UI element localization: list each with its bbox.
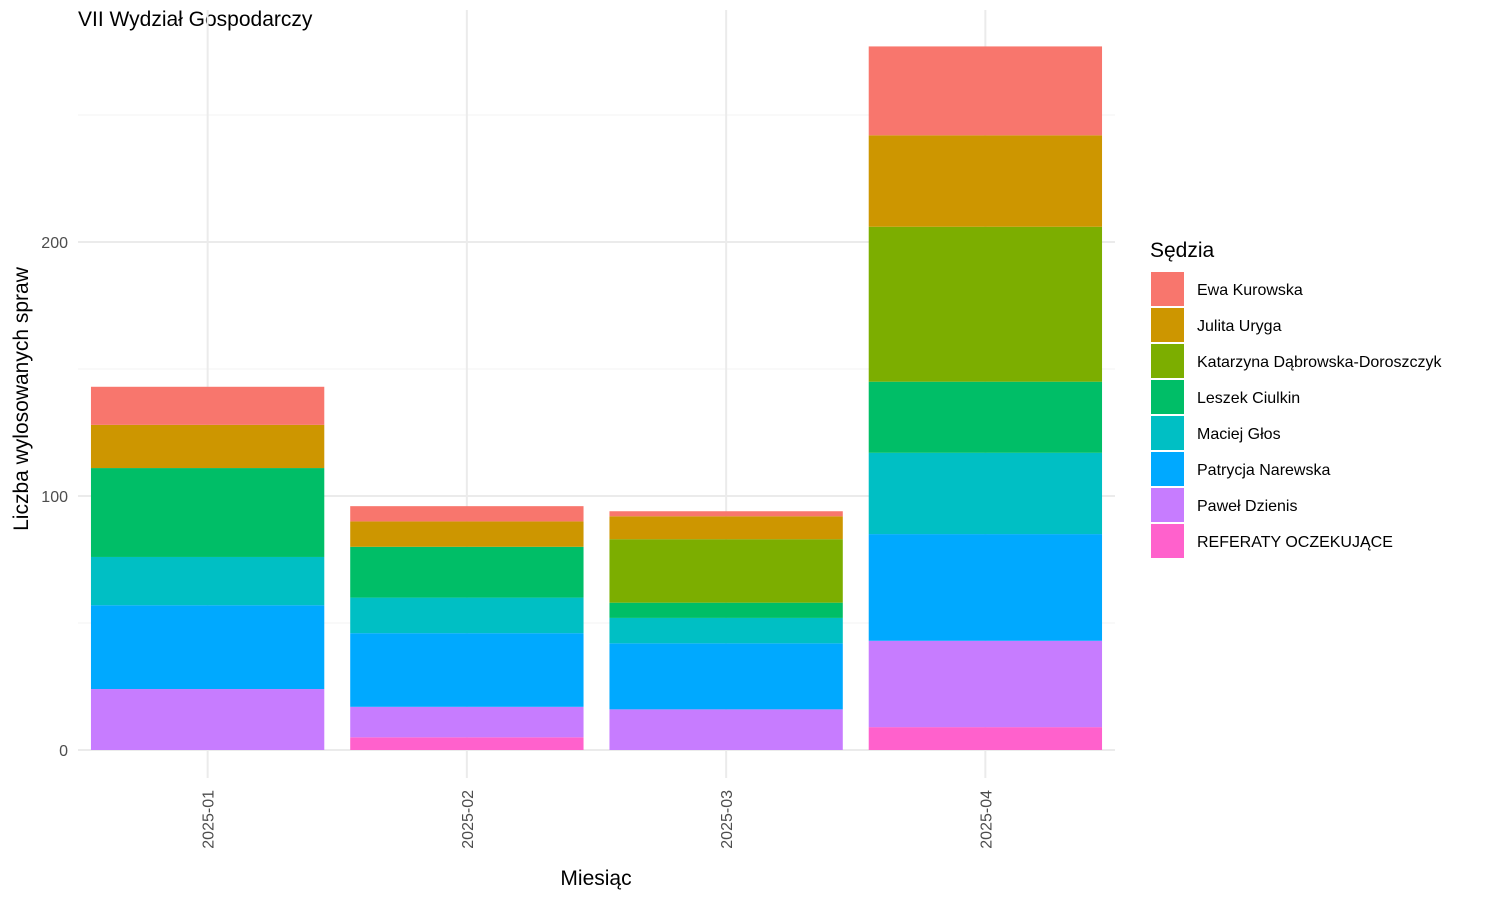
bar-segment — [609, 617, 843, 644]
bar-segment — [350, 546, 584, 598]
bar-segment — [350, 597, 584, 634]
bar-segment — [868, 534, 1103, 641]
bar-segment — [350, 633, 584, 707]
x-tick-label: 2025-02 — [460, 790, 477, 849]
x-tick-label: 2025-03 — [719, 790, 736, 849]
y-tick-labels: 0 100 200 — [41, 235, 68, 760]
bar-segment — [350, 521, 584, 547]
bar-segment — [609, 539, 843, 603]
bar-segment — [868, 640, 1103, 728]
bar-segment — [868, 46, 1103, 136]
bar-segment — [350, 737, 584, 750]
legend-label: Leszek Ciulkin — [1197, 390, 1300, 407]
legend-key — [1151, 308, 1184, 342]
legend-key — [1151, 344, 1184, 378]
x-axis-title: Miesiąc — [560, 867, 631, 890]
bar-segment — [90, 424, 325, 469]
bar-segment — [90, 689, 325, 750]
legend-label: Julita Uryga — [1197, 318, 1282, 335]
bar-segment — [90, 556, 325, 606]
legend-title: Sędzia — [1150, 239, 1215, 262]
y-axis-title: Liczba wylosowanych spraw — [10, 266, 33, 531]
bar-segment — [90, 605, 325, 690]
y-tick-label: 100 — [41, 489, 68, 506]
bar-segment — [868, 381, 1103, 453]
legend-label: Maciej Głos — [1197, 426, 1281, 443]
legend-label: Paweł Dzienis — [1197, 498, 1297, 515]
legend-label: Katarzyna Dąbrowska-Doroszczyk — [1197, 354, 1443, 371]
bar-segment — [868, 452, 1103, 535]
legend-label: Ewa Kurowska — [1197, 282, 1303, 299]
bar-segment — [609, 602, 843, 618]
bar-segment — [90, 468, 325, 557]
bar-segment — [609, 709, 843, 750]
bar-segment — [868, 727, 1103, 750]
y-tick-label: 0 — [59, 743, 68, 760]
bar-segment — [868, 226, 1103, 382]
x-tick-label: 2025-01 — [201, 790, 218, 849]
bars — [90, 46, 1103, 750]
bar-segment — [350, 506, 584, 522]
bar-segment — [350, 706, 584, 738]
x-tick-label: 2025-04 — [978, 790, 995, 849]
legend-key — [1151, 488, 1184, 522]
legend-key — [1151, 416, 1184, 450]
bar-segment — [90, 386, 325, 425]
bar-segment — [609, 511, 843, 517]
bar-segment — [868, 135, 1103, 227]
legend-key — [1151, 380, 1184, 414]
legend-key — [1151, 524, 1184, 558]
x-tick-labels: 2025-01 2025-02 2025-03 2025-04 — [201, 790, 996, 849]
legend-key — [1151, 452, 1184, 486]
legend-key — [1151, 272, 1184, 306]
bar-segment — [609, 643, 843, 710]
legend-label: REFERATY OCZEKUJĄCE — [1197, 534, 1393, 551]
bar-segment — [609, 516, 843, 540]
y-tick-label: 200 — [41, 235, 68, 252]
legend: Sędzia Ewa Kurowska Julita Uryga Katarzyna… — [1150, 239, 1443, 558]
chart-title: VII Wydział Gospodarczy — [78, 8, 313, 31]
legend-label: Patrycja Narewska — [1197, 462, 1330, 479]
